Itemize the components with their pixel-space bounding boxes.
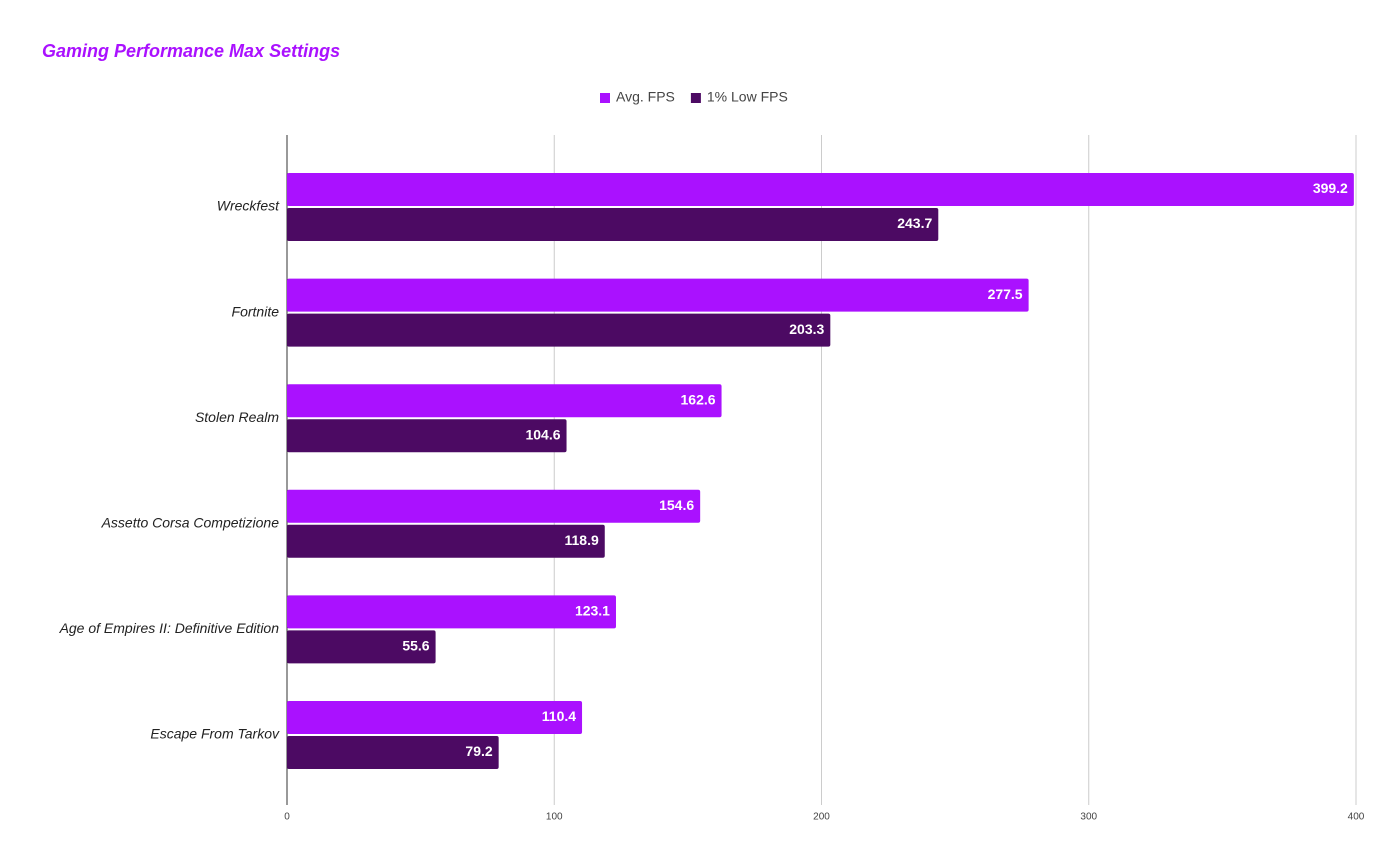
value-label: 399.2 [1313, 180, 1348, 196]
y-tick-label: Wreckfest [217, 198, 280, 214]
y-tick-label: Assetto Corsa Competizione [101, 515, 280, 531]
y-tick-label: Age of Empires II: Definitive Edition [59, 620, 280, 636]
value-label: 203.3 [789, 321, 824, 337]
bar [287, 278, 1029, 312]
y-tick-label: Escape From Tarkov [150, 726, 280, 742]
value-label: 162.6 [681, 391, 716, 407]
y-tick-label: Stolen Realm [195, 409, 279, 425]
x-tick-label: 0 [284, 812, 290, 823]
y-tick-label: Fortnite [232, 303, 280, 319]
value-label: 118.9 [564, 532, 598, 548]
value-label: 277.5 [988, 286, 1023, 302]
value-label: 154.6 [659, 497, 694, 513]
bar [287, 419, 567, 453]
value-label: 243.7 [897, 215, 932, 231]
bar [287, 524, 605, 558]
bar [287, 208, 939, 241]
legend-label: 1% Low FPS [707, 89, 788, 105]
value-label: 123.1 [575, 603, 610, 619]
bar [287, 384, 722, 418]
legend-swatch [600, 93, 610, 103]
x-tick-label: 300 [1080, 812, 1097, 823]
bar [287, 595, 616, 629]
x-tick-label: 100 [546, 812, 563, 823]
x-tick-label: 400 [1348, 812, 1365, 823]
bar [287, 630, 436, 664]
bar [287, 736, 499, 769]
chart-title: Gaming Performance Max Settings [42, 41, 340, 61]
value-label: 55.6 [402, 638, 429, 654]
x-tick-label: 200 [813, 812, 830, 823]
bar [287, 489, 701, 523]
bar [287, 701, 583, 734]
value-label: 104.6 [525, 426, 560, 442]
value-label: 79.2 [465, 743, 492, 759]
legend-swatch [690, 93, 701, 103]
value-label: 110.4 [542, 708, 576, 724]
bar [287, 173, 1354, 206]
legend-label: Avg. FPS [616, 89, 675, 105]
bar [287, 313, 831, 347]
